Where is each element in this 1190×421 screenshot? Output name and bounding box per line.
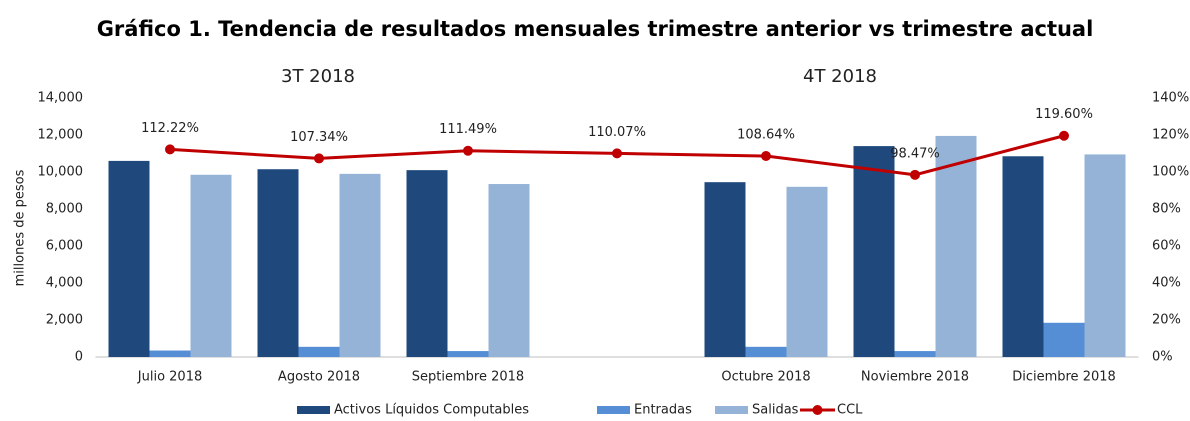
y2-tick-label: 80%: [1152, 202, 1181, 217]
bar: [894, 351, 936, 357]
x-tick-label: Julio 2018: [137, 370, 202, 385]
bar: [704, 182, 746, 357]
bar: [190, 174, 232, 357]
y-tick-label: 8,000: [46, 202, 83, 217]
y-tick-label: 0: [75, 350, 83, 365]
data-label: 110.07%: [588, 125, 646, 140]
x-tick-label: Septiembre 2018: [412, 370, 524, 385]
bar: [1084, 154, 1126, 357]
bar: [935, 135, 977, 357]
x-tick-label: Diciembre 2018: [1012, 370, 1116, 385]
y-tick-label: 14,000: [38, 91, 84, 106]
y-tick-label: 10,000: [38, 165, 84, 180]
y-tick-label: 12,000: [38, 128, 84, 143]
legend-swatch: [597, 406, 630, 414]
bar: [853, 146, 895, 357]
bar: [786, 186, 828, 357]
data-label: 108.64%: [737, 128, 795, 143]
legend-label: Salidas: [752, 403, 799, 418]
bar: [108, 160, 150, 357]
data-label: 111.49%: [439, 122, 497, 137]
line-marker: [314, 153, 324, 164]
bar: [1043, 322, 1085, 357]
bar: [745, 346, 787, 357]
y2-tick-label: 100%: [1152, 165, 1189, 180]
line-marker: [463, 145, 473, 156]
x-tick-label: Noviembre 2018: [861, 370, 969, 385]
line-marker: [910, 169, 920, 180]
y2-tick-label: 60%: [1152, 239, 1181, 254]
data-label: 112.22%: [141, 121, 199, 136]
bar: [488, 184, 530, 357]
legend-label: CCL: [837, 403, 863, 418]
bar: [339, 173, 381, 357]
y-tick-label: 6,000: [46, 239, 83, 254]
y2-tick-label: 140%: [1152, 91, 1189, 106]
legend-swatch: [812, 405, 823, 415]
y2-tick-label: 20%: [1152, 313, 1181, 328]
line-marker: [1059, 130, 1069, 141]
line-marker: [761, 151, 771, 162]
line-marker: [612, 148, 622, 159]
bar: [298, 346, 340, 357]
bar: [406, 170, 448, 357]
legend-label: Activos Líquidos Computables: [334, 403, 529, 418]
bar: [447, 351, 489, 357]
legend-swatch: [715, 406, 748, 414]
y2-tick-label: 120%: [1152, 128, 1189, 143]
y-tick-label: 4,000: [46, 276, 83, 291]
y2-tick-label: 40%: [1152, 276, 1181, 291]
annotation: 3T 2018: [281, 66, 355, 87]
legend-label: Entradas: [634, 403, 692, 418]
bar: [257, 169, 299, 357]
data-label: 107.34%: [290, 130, 348, 145]
x-tick-label: Octubre 2018: [721, 370, 810, 385]
y-axis-label: millones de pesos: [13, 169, 28, 286]
line-marker: [165, 144, 175, 155]
bar: [149, 350, 191, 357]
legend-swatch: [297, 406, 330, 414]
annotation: 4T 2018: [803, 66, 877, 87]
bar: [1002, 156, 1044, 357]
x-tick-label: Agosto 2018: [278, 370, 360, 385]
y2-tick-label: 0%: [1152, 350, 1173, 365]
chart-title: Gráfico 1. Tendencia de resultados mensu…: [97, 17, 1094, 41]
y-tick-label: 2,000: [46, 313, 83, 328]
data-label: 98.47%: [890, 146, 940, 161]
data-label: 119.60%: [1035, 107, 1093, 122]
